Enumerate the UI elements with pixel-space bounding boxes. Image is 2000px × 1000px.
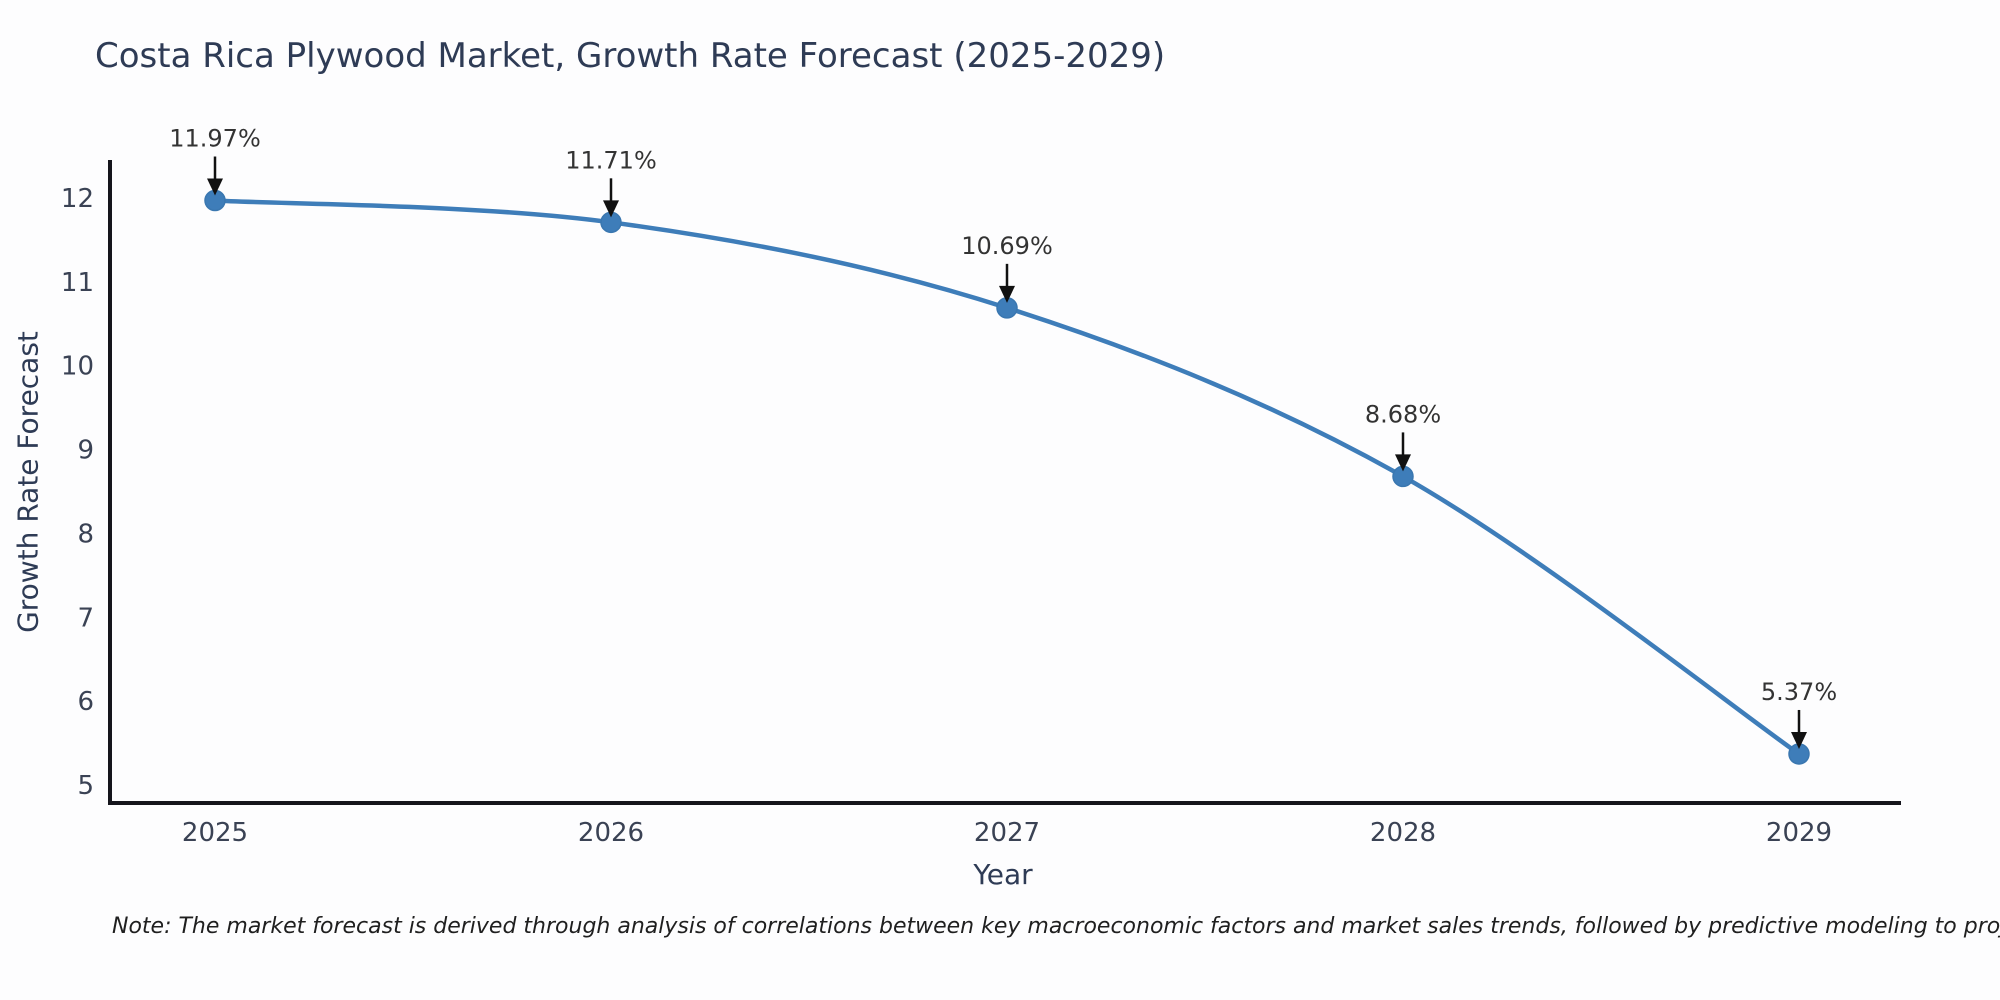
- y-tick-label: 10: [61, 352, 94, 382]
- y-tick-label: 9: [77, 436, 94, 466]
- y-tick-label: 5: [77, 771, 94, 801]
- data-point-label: 11.71%: [565, 146, 657, 174]
- data-point-label: 10.69%: [961, 232, 1053, 260]
- y-tick-label: 11: [61, 268, 94, 298]
- y-tick-label: 8: [77, 519, 94, 549]
- x-tick-label: 2026: [578, 818, 644, 848]
- data-point-label: 5.37%: [1761, 678, 1837, 706]
- footnote: Note: The market forecast is derived thr…: [112, 914, 2000, 939]
- annotation-arrow-head: [603, 200, 619, 218]
- chart-title: Costa Rica Plywood Market, Growth Rate F…: [95, 36, 1166, 76]
- annotation-arrow-head: [1791, 731, 1807, 749]
- data-point-label: 8.68%: [1365, 400, 1441, 428]
- x-tick-label: 2025: [182, 818, 248, 848]
- x-axis-title: Year: [973, 858, 1033, 891]
- y-tick-label: 12: [61, 184, 94, 214]
- annotation-arrow-head: [999, 285, 1015, 303]
- y-tick-label: 6: [77, 687, 94, 717]
- data-point-label: 11.97%: [169, 125, 261, 153]
- x-tick-label: 2029: [1766, 818, 1832, 848]
- annotation-arrow-head: [1395, 454, 1411, 472]
- x-tick-label: 2028: [1370, 818, 1436, 848]
- x-tick-label: 2027: [974, 818, 1040, 848]
- y-tick-label: 7: [77, 603, 94, 633]
- annotation-arrow-head: [207, 178, 223, 196]
